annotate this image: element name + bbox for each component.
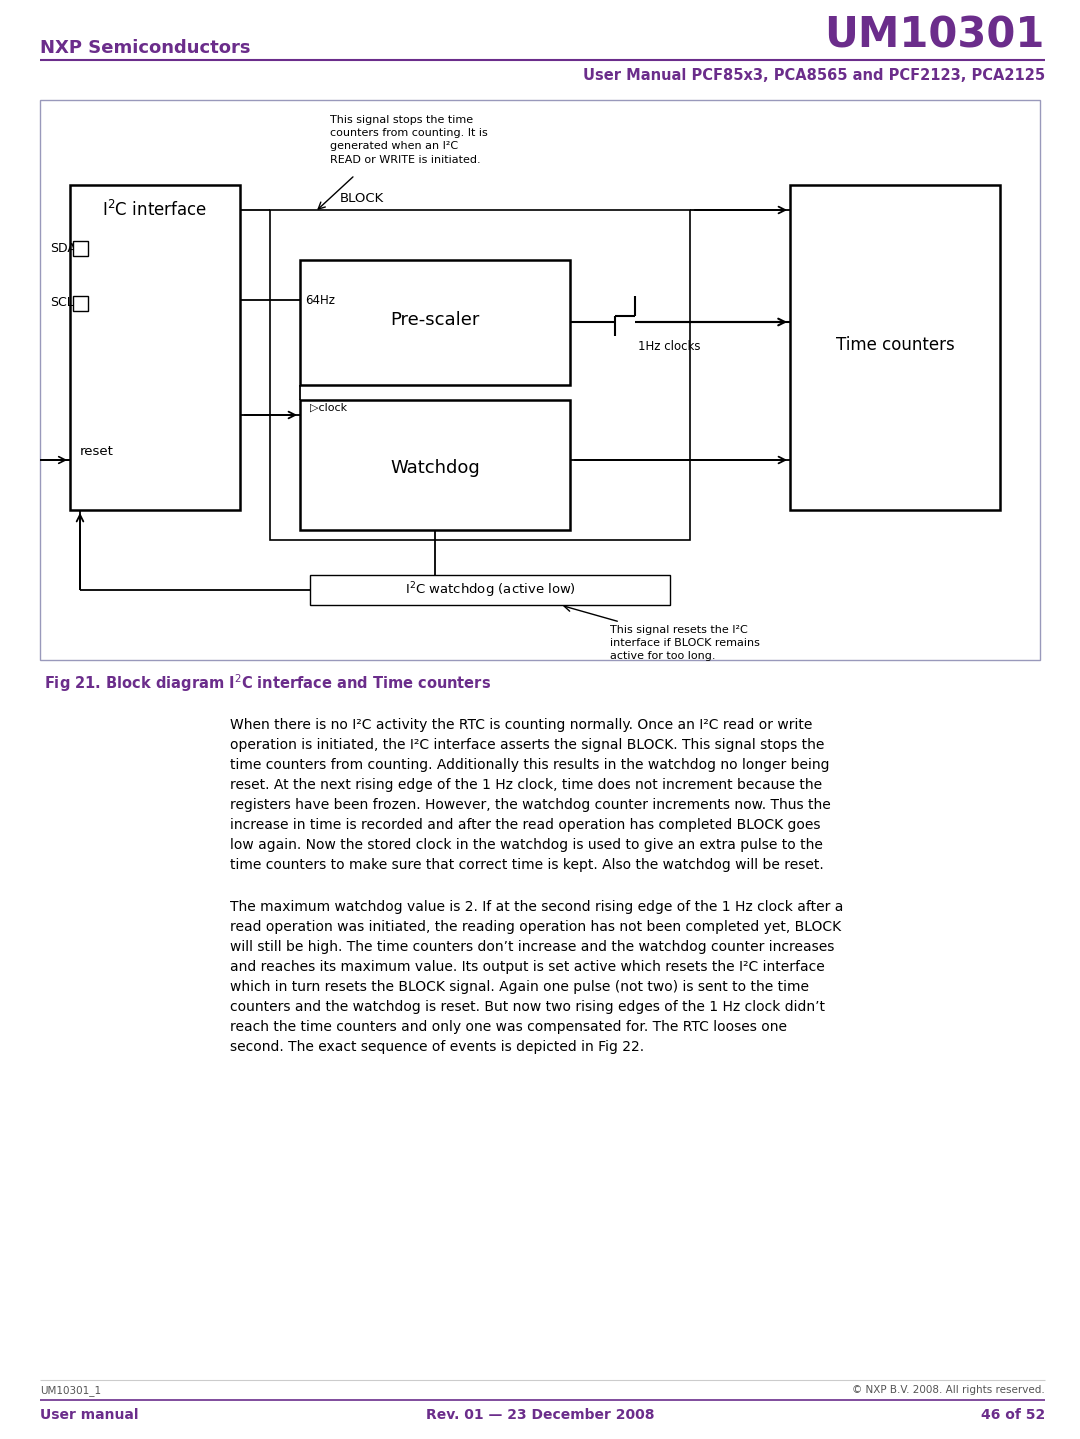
Text: Rev. 01 — 23 December 2008: Rev. 01 — 23 December 2008 xyxy=(426,1407,654,1422)
Text: User manual: User manual xyxy=(40,1407,138,1422)
Text: NXP Semiconductors: NXP Semiconductors xyxy=(40,39,251,58)
Text: When there is no I²C activity the RTC is counting normally. Once an I²C read or : When there is no I²C activity the RTC is… xyxy=(230,718,831,872)
Bar xyxy=(310,576,670,604)
Bar xyxy=(300,260,570,386)
Text: This signal stops the time
counters from counting. It is
generated when an I²C
R: This signal stops the time counters from… xyxy=(330,115,488,164)
Text: reset: reset xyxy=(80,445,113,458)
Bar xyxy=(73,240,87,256)
Text: 46 of 52: 46 of 52 xyxy=(981,1407,1045,1422)
Text: Fig 21. Block diagram I$^2$C interface and Time counters: Fig 21. Block diagram I$^2$C interface a… xyxy=(44,672,491,694)
Text: Pre-scaler: Pre-scaler xyxy=(390,311,480,330)
Bar xyxy=(70,186,240,509)
Text: User Manual PCF85x3, PCA8565 and PCF2123, PCA2125: User Manual PCF85x3, PCA8565 and PCF2123… xyxy=(583,68,1045,83)
Text: This signal resets the I²C
interface if BLOCK remains
active for too long.: This signal resets the I²C interface if … xyxy=(610,625,760,662)
Text: 64Hz: 64Hz xyxy=(305,294,335,307)
Bar xyxy=(270,210,690,540)
Text: I$^2$C interface: I$^2$C interface xyxy=(103,200,207,220)
Text: BLOCK: BLOCK xyxy=(340,191,384,204)
Bar xyxy=(789,186,1000,509)
Text: UM10301: UM10301 xyxy=(825,14,1045,58)
Text: ▷clock: ▷clock xyxy=(310,403,347,413)
Bar xyxy=(73,296,87,311)
Text: Time counters: Time counters xyxy=(836,335,955,354)
Text: 1Hz clocks: 1Hz clocks xyxy=(638,340,701,353)
Text: © NXP B.V. 2008. All rights reserved.: © NXP B.V. 2008. All rights reserved. xyxy=(852,1384,1045,1394)
Bar xyxy=(300,400,570,530)
Bar xyxy=(40,99,1040,661)
Text: I$^2$C watchdog (active low): I$^2$C watchdog (active low) xyxy=(405,580,576,600)
Text: The maximum watchdog value is 2. If at the second rising edge of the 1 Hz clock : The maximum watchdog value is 2. If at t… xyxy=(230,899,843,1055)
Text: UM10301_1: UM10301_1 xyxy=(40,1384,102,1396)
Text: SCL: SCL xyxy=(50,296,73,309)
Text: Watchdog: Watchdog xyxy=(390,459,480,476)
Text: SDA: SDA xyxy=(50,242,76,255)
